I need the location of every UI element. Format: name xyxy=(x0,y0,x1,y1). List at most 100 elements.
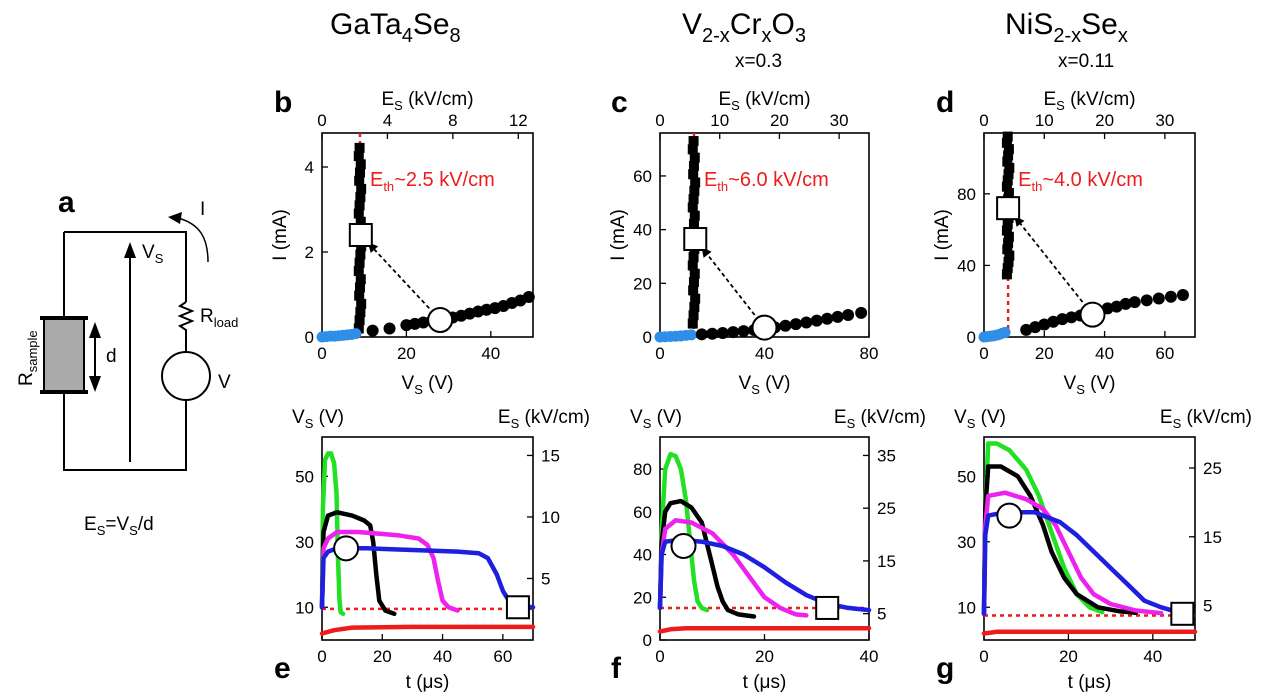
chart-panel-d: d 0 20 40 60 0 40 80 0 10 20 30 ES (kV/cm) VS (V) I (m… xyxy=(932,86,1196,397)
current-label: I xyxy=(200,199,205,220)
data-point-square xyxy=(355,249,366,260)
top-axis-label: ES (kV/cm) xyxy=(718,89,810,113)
data-point-square xyxy=(1002,263,1013,274)
x-tick-label: 0 xyxy=(317,647,326,666)
y-tick-label: 20 xyxy=(633,588,652,607)
right-tick-label: 5 xyxy=(541,569,550,588)
series-line-magenta xyxy=(981,490,1164,617)
data-point xyxy=(727,326,740,339)
data-point-square xyxy=(1003,231,1014,242)
data-point-square xyxy=(354,257,365,268)
data-point-square xyxy=(354,315,365,326)
open-square-marker xyxy=(1170,601,1195,626)
top-tick-label: 20 xyxy=(770,111,789,130)
x-tick-label: 20 xyxy=(373,647,392,666)
data-point xyxy=(1140,294,1153,307)
data-point xyxy=(1047,315,1060,328)
data-point xyxy=(737,325,750,338)
open-square-marker xyxy=(348,223,373,247)
series-line-red xyxy=(657,625,872,634)
x-axis-label: VS (V) xyxy=(739,373,791,397)
y-tick-label: 0 xyxy=(305,328,314,347)
voltage-source xyxy=(161,351,211,401)
wire-top xyxy=(64,231,187,302)
data-point xyxy=(716,326,729,339)
y-tick-label: 40 xyxy=(633,221,652,240)
top-axis-label: ES (kV/cm) xyxy=(381,89,473,113)
data-point-square xyxy=(354,167,365,178)
x-axis-label: VS (V) xyxy=(402,373,454,397)
right-axis-label: ES (kV/cm) xyxy=(1160,407,1252,431)
top-axis-label: ES (kV/cm) xyxy=(1043,89,1135,113)
data-point-square xyxy=(1003,150,1014,161)
data-point xyxy=(383,322,396,335)
data-point xyxy=(366,324,379,337)
data-point-square xyxy=(688,169,699,180)
open-square-marker xyxy=(683,227,708,252)
series-line-magenta xyxy=(319,529,460,613)
open-circle-marker xyxy=(996,502,1023,529)
y-tick-label: 80 xyxy=(957,185,976,204)
right-tick-label: 15 xyxy=(1203,528,1222,547)
y-tick-label: 0 xyxy=(967,328,976,347)
data-point-square xyxy=(689,152,700,163)
x-tick-label: 40 xyxy=(860,647,879,666)
panel-letter-a: a xyxy=(58,186,75,219)
data-point-square xyxy=(355,307,366,318)
data-point-square xyxy=(690,293,701,304)
series-line-green xyxy=(657,451,710,613)
data-point xyxy=(855,306,868,319)
plot-frame xyxy=(983,132,1196,338)
top-tick-label: 12 xyxy=(509,111,528,130)
data-point xyxy=(695,328,708,341)
title-vcro: V2-xCrxO3 x=0.3 xyxy=(682,8,806,72)
current-arrow xyxy=(177,217,209,263)
y-axis-label: I (mA) xyxy=(270,209,291,261)
data-point xyxy=(522,291,535,304)
data-point-blue xyxy=(350,328,362,340)
title-gatase: GaTa4Se8 xyxy=(330,8,461,47)
series-line-red xyxy=(981,629,1198,636)
transition-arrow xyxy=(373,249,430,309)
y-tick-label: 2 xyxy=(305,243,314,262)
data-point-square xyxy=(356,298,367,309)
x-tick-label: 40 xyxy=(1095,344,1114,363)
right-axis-label: ES (kV/cm) xyxy=(498,407,590,431)
y-tick-label: 40 xyxy=(957,256,976,275)
title-note: x=0.3 xyxy=(735,51,782,72)
y-axis-label: I (mA) xyxy=(932,209,953,261)
data-point-square xyxy=(1003,256,1014,267)
data-point-square xyxy=(1003,187,1014,198)
open-circle-marker xyxy=(670,532,697,559)
data-point-square xyxy=(353,151,364,162)
data-point-square xyxy=(688,252,699,263)
y-tick-label: 10 xyxy=(957,598,976,617)
data-point-square xyxy=(1003,238,1014,249)
data-point-square xyxy=(354,175,365,186)
data-point-square xyxy=(688,277,699,288)
top-tick-label: 30 xyxy=(830,111,849,130)
open-square-marker xyxy=(815,595,840,620)
y-axis-label: I (mA) xyxy=(608,209,629,261)
source-label: V xyxy=(218,372,231,393)
series-line-green xyxy=(319,451,346,617)
top-tick-label: 0 xyxy=(317,111,326,130)
y-tick-label: 20 xyxy=(633,274,652,293)
top-tick-label: 0 xyxy=(655,111,664,130)
data-point-square xyxy=(689,185,700,196)
panel-letter-f: f xyxy=(611,652,622,685)
x-tick-label: 0 xyxy=(979,344,988,363)
open-circle-marker xyxy=(751,314,778,341)
x-tick-label: 40 xyxy=(481,344,500,363)
data-point-square xyxy=(354,142,365,153)
data-point-square xyxy=(688,285,699,296)
transition-arrow xyxy=(706,254,756,316)
data-point-square xyxy=(1003,144,1014,155)
data-point-square xyxy=(690,177,701,188)
data-point xyxy=(810,314,823,327)
x-tick-label: 40 xyxy=(433,647,452,666)
svg-text:GaTa4Se8: GaTa4Se8 xyxy=(330,8,461,47)
threshold-annotation: Eth~4.0 kV/cm xyxy=(1018,169,1143,194)
y-tick-label: 0 xyxy=(643,631,652,650)
